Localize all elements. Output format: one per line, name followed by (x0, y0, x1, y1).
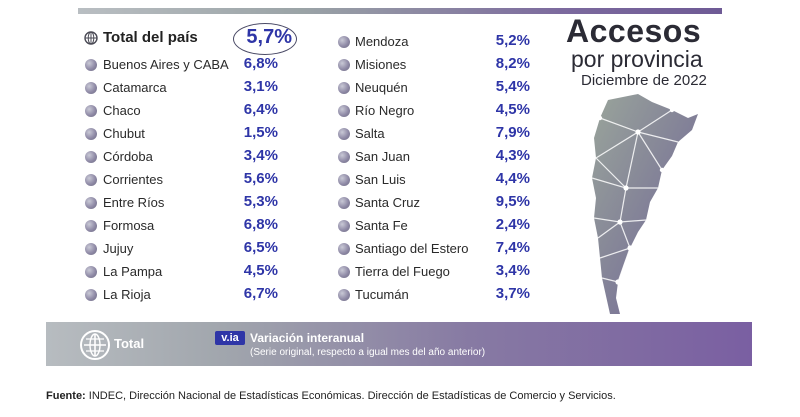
bullet-icon (85, 82, 97, 94)
province-value: 6,8% (243, 55, 278, 72)
total-highlight-ellipse (233, 23, 297, 55)
legend-total-label: Total (114, 336, 145, 351)
province-name: Catamarca (103, 80, 167, 95)
subtitle-date: Diciembre de 2022 (581, 72, 707, 89)
bullet-icon (338, 105, 350, 117)
province-value: 8,2% (495, 55, 530, 72)
legend-via-title: Variación interanual (250, 331, 365, 345)
bullet-icon (85, 105, 97, 117)
title-line1: Accesos (566, 13, 702, 49)
bullet-icon (85, 220, 97, 232)
province-name: Salta (355, 126, 385, 141)
province-value: 3,4% (243, 147, 278, 164)
province-value: 6,7% (243, 285, 278, 302)
province-value: 3,4% (495, 262, 530, 279)
province-name: Neuquén (355, 80, 408, 95)
title-line2: por provincia (571, 46, 703, 72)
bullet-icon (85, 289, 97, 301)
bullet-icon (338, 151, 350, 163)
source-text: INDEC, Dirección Nacional de Estadística… (85, 390, 616, 402)
globe-icon (80, 330, 110, 360)
province-name: Santiago del Estero (355, 241, 469, 256)
province-name: Santa Cruz (355, 195, 421, 210)
province-name: Jujuy (103, 241, 134, 256)
province-value: 7,4% (495, 239, 530, 256)
legend-bar (46, 322, 752, 366)
province-value: 2,4% (495, 216, 530, 233)
province-value: 3,1% (243, 78, 278, 95)
province-value: 5,2% (495, 32, 530, 49)
bullet-icon (338, 36, 350, 48)
bullet-icon (338, 197, 350, 209)
province-name: San Juan (355, 149, 410, 164)
bullet-icon (85, 174, 97, 186)
source-label: Fuente: (46, 390, 86, 402)
province-name: Misiones (355, 57, 407, 72)
province-name: Santa Fe (355, 218, 408, 233)
province-value: 4,5% (495, 101, 530, 118)
bullet-icon (85, 59, 97, 71)
province-name: Formosa (103, 218, 155, 233)
bullet-icon (338, 266, 350, 278)
bullet-icon (338, 243, 350, 255)
bullet-icon (85, 128, 97, 140)
province-value: 6,5% (243, 239, 278, 256)
bullet-icon (85, 197, 97, 209)
total-value: 5,7% (246, 26, 292, 48)
province-name: Chaco (103, 103, 141, 118)
bullet-icon (338, 128, 350, 140)
province-value: 5,3% (243, 193, 278, 210)
argentina-map-icon (591, 94, 698, 314)
bullet-icon (338, 82, 350, 94)
bullet-icon (85, 266, 97, 278)
province-name: La Pampa (103, 264, 163, 279)
province-value: 4,4% (495, 170, 530, 187)
source-note: Fuente: INDEC, Dirección Nacional de Est… (46, 390, 616, 402)
province-name: La Rioja (103, 287, 151, 302)
province-value: 6,8% (243, 216, 278, 233)
province-value: 4,3% (495, 147, 530, 164)
province-name: San Luis (355, 172, 406, 187)
province-value: 9,5% (495, 193, 530, 210)
province-name: Corrientes (103, 172, 163, 187)
bullet-icon (338, 59, 350, 71)
province-value: 1,5% (243, 124, 278, 141)
province-name: Tierra del Fuego (355, 264, 450, 279)
province-name: Buenos Aires y CABA (103, 57, 229, 72)
province-value: 5,4% (495, 78, 530, 95)
province-name: Río Negro (355, 103, 415, 118)
via-badge: v.ia (215, 331, 245, 345)
top-accent-bar (78, 8, 722, 14)
total-label: Total del país (103, 29, 198, 46)
province-name: Chubut (103, 126, 145, 141)
globe-icon (84, 31, 98, 45)
legend-via-subtitle: (Serie original, respecto a igual mes de… (250, 347, 486, 358)
province-value: 7,9% (495, 124, 530, 141)
bullet-icon (85, 243, 97, 255)
bullet-icon (338, 220, 350, 232)
province-name: Tucumán (355, 287, 409, 302)
province-value: 5,6% (243, 170, 278, 187)
bullet-icon (338, 174, 350, 186)
province-name: Mendoza (355, 34, 409, 49)
total-row (84, 28, 98, 48)
province-name: Entre Ríos (103, 195, 165, 210)
bullet-icon (338, 289, 350, 301)
province-name: Córdoba (103, 149, 153, 164)
province-value: 3,7% (495, 285, 530, 302)
province-value: 6,4% (243, 101, 278, 118)
province-value: 4,5% (243, 262, 278, 279)
bullet-icon (85, 151, 97, 163)
